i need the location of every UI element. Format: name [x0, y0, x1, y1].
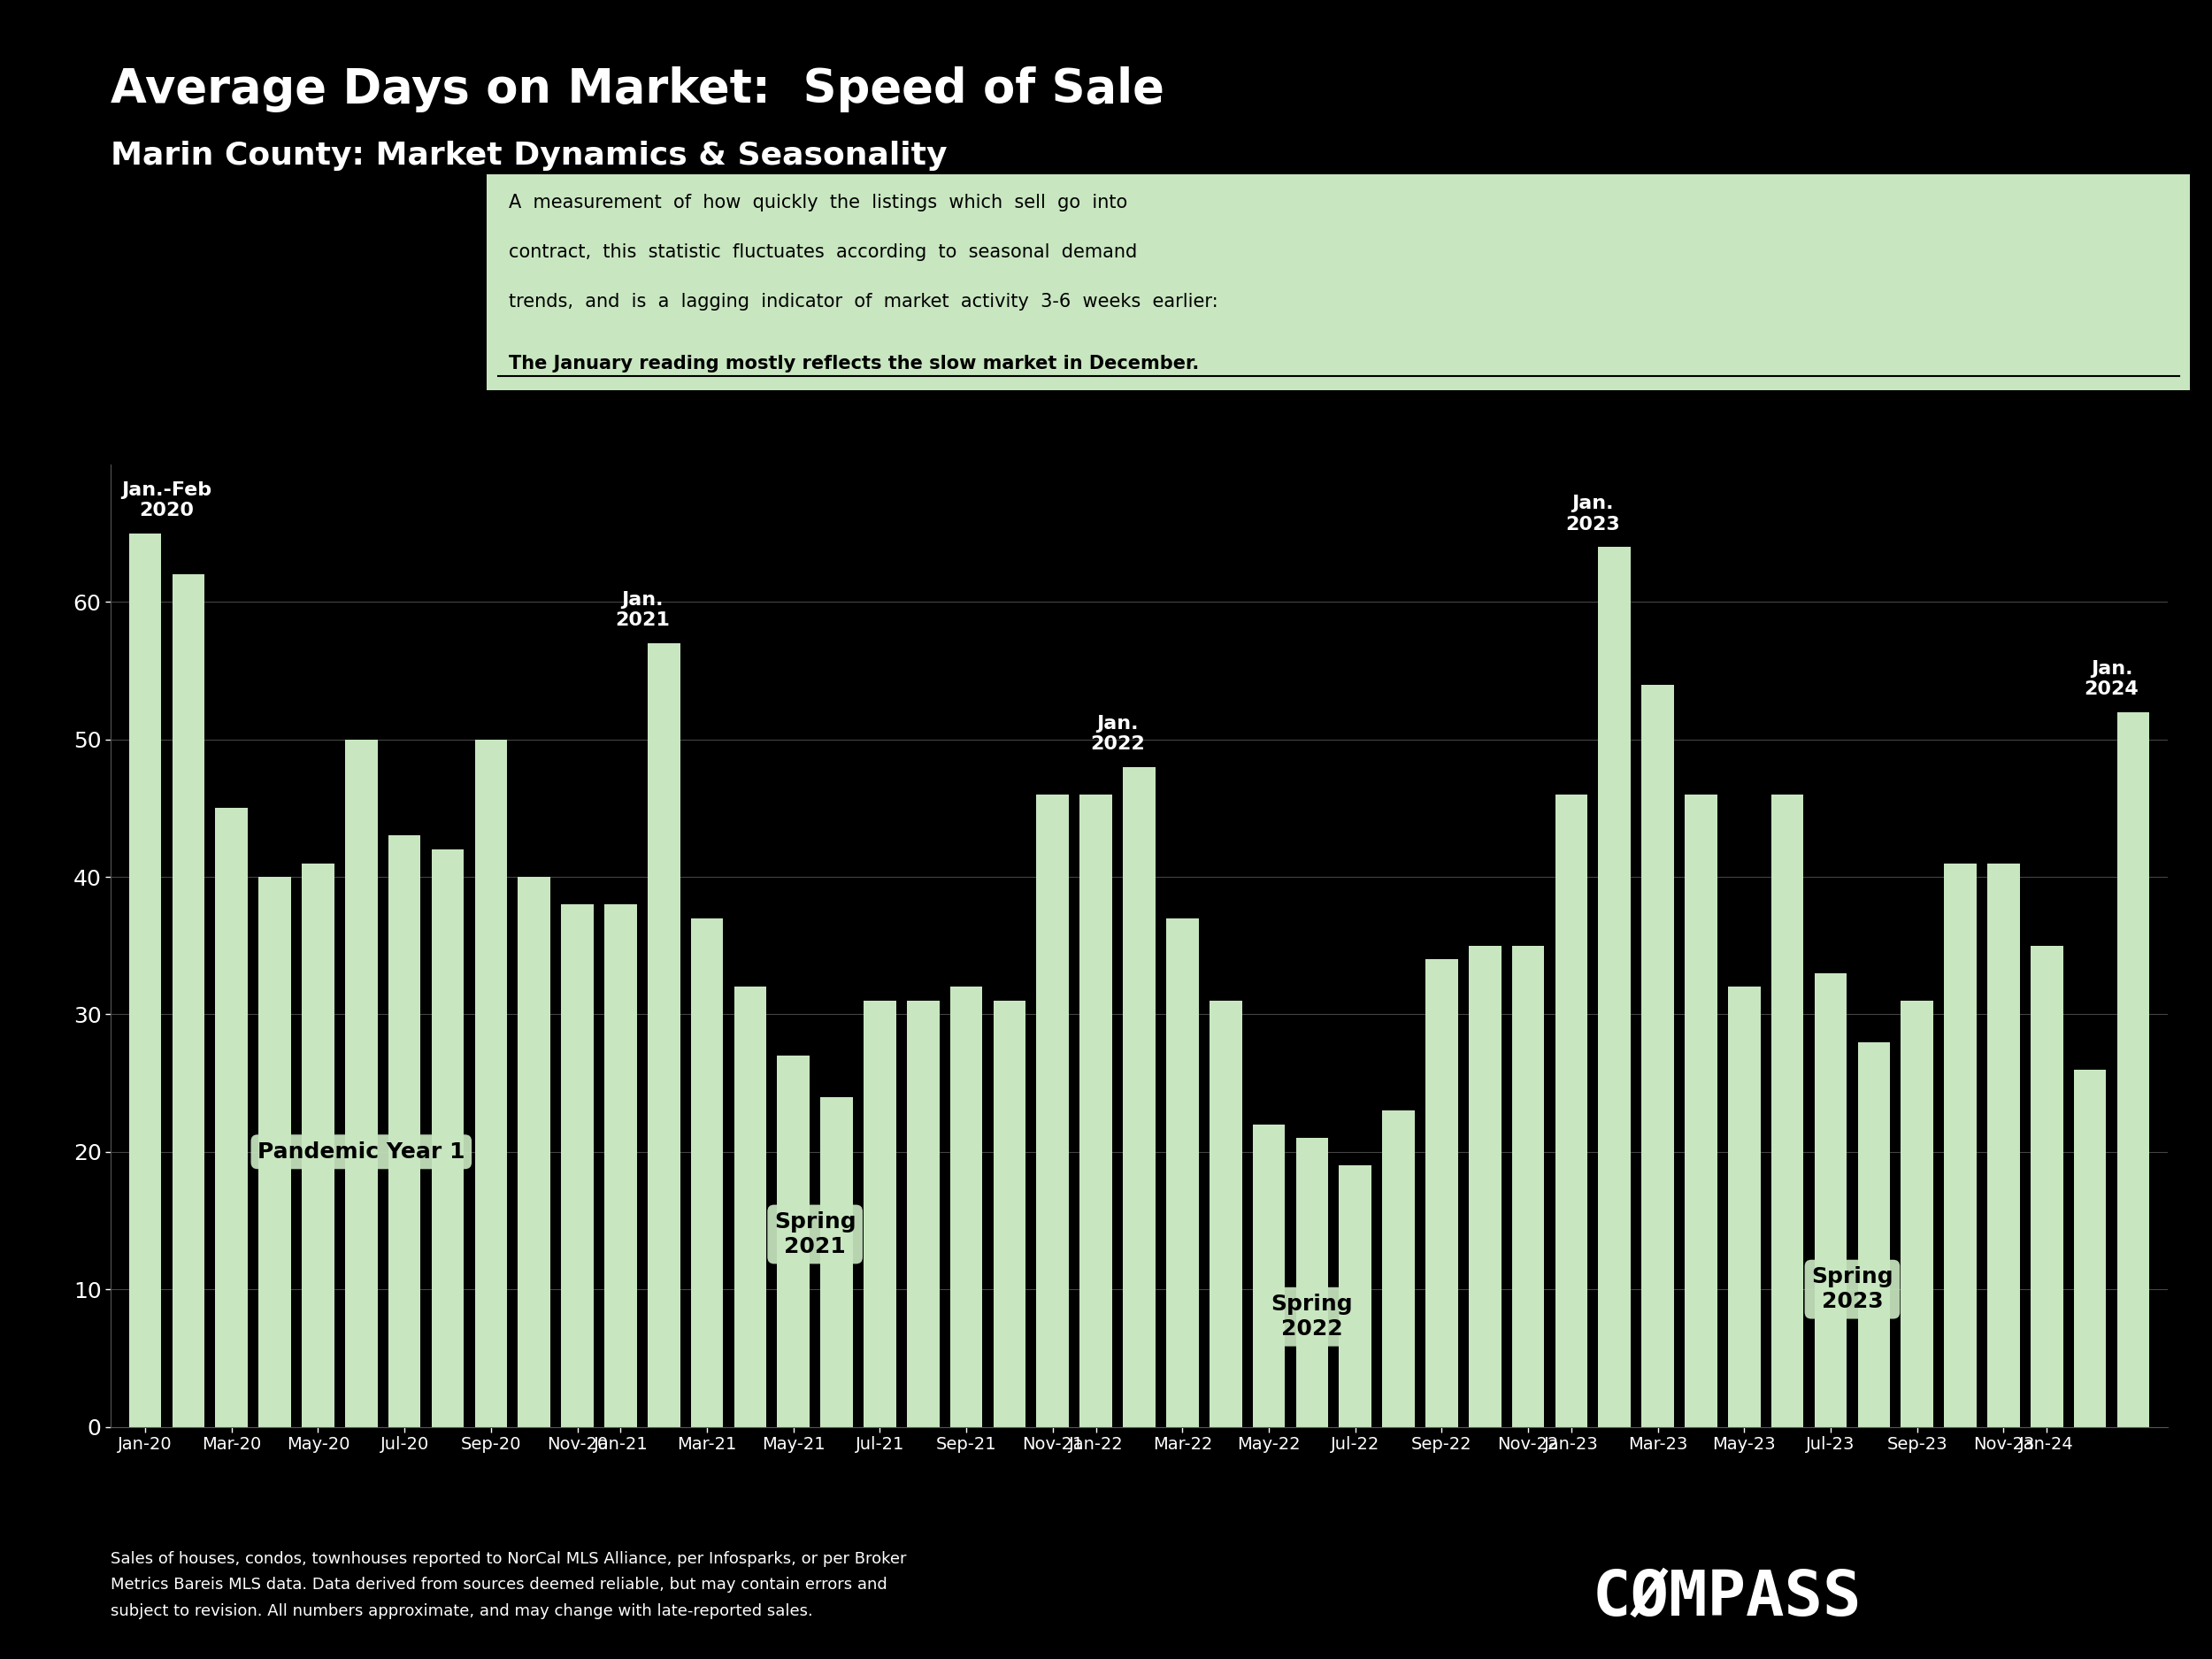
Bar — [2075, 1070, 2106, 1427]
Bar — [1944, 863, 1978, 1427]
Bar — [389, 836, 420, 1427]
Bar — [1513, 946, 1544, 1427]
Text: The January reading mostly reflects the slow market in December.: The January reading mostly reflects the … — [509, 355, 1199, 373]
Bar — [690, 917, 723, 1427]
Bar — [863, 1000, 896, 1427]
Bar — [993, 1000, 1026, 1427]
Bar — [1382, 1110, 1416, 1427]
Text: Spring
2023: Spring 2023 — [1812, 1266, 1893, 1312]
Text: Jan.-Feb
2020: Jan.-Feb 2020 — [122, 481, 212, 519]
Bar — [907, 1000, 940, 1427]
Bar — [345, 740, 378, 1427]
Bar — [1469, 946, 1502, 1427]
Bar — [518, 878, 551, 1427]
Bar — [1986, 863, 2020, 1427]
Bar — [2031, 946, 2064, 1427]
Bar — [215, 808, 248, 1427]
Bar — [1296, 1138, 1327, 1427]
Bar — [1425, 959, 1458, 1427]
Bar — [1555, 795, 1588, 1427]
Text: trends,  and  is  a  lagging  indicator  of  market  activity  3-6  weeks  earli: trends, and is a lagging indicator of ma… — [509, 292, 1219, 310]
Bar — [476, 740, 507, 1427]
Bar — [1814, 974, 1847, 1427]
Text: Jan.
2022: Jan. 2022 — [1091, 715, 1146, 753]
Bar — [128, 533, 161, 1427]
Bar — [1037, 795, 1068, 1427]
Text: Average Days on Market:  Speed of Sale: Average Days on Market: Speed of Sale — [111, 66, 1164, 113]
Bar — [1686, 795, 1717, 1427]
Bar — [301, 863, 334, 1427]
Bar — [604, 904, 637, 1427]
Text: Marin County: Market Dynamics & Seasonality: Marin County: Market Dynamics & Seasonal… — [111, 141, 947, 171]
Bar — [1079, 795, 1113, 1427]
Bar — [821, 1097, 854, 1427]
Bar — [1772, 795, 1803, 1427]
Text: Pandemic Year 1: Pandemic Year 1 — [257, 1141, 465, 1163]
Bar — [173, 574, 204, 1427]
Bar — [648, 644, 679, 1427]
Bar — [1338, 1166, 1371, 1427]
Bar — [1252, 1125, 1285, 1427]
Bar — [1210, 1000, 1241, 1427]
Bar — [776, 1055, 810, 1427]
Text: contract,  this  statistic  fluctuates  according  to  seasonal  demand: contract, this statistic fluctuates acco… — [509, 242, 1137, 260]
Bar — [1900, 1000, 1933, 1427]
Text: Spring
2022: Spring 2022 — [1272, 1294, 1354, 1340]
Bar — [1599, 547, 1630, 1427]
Text: A  measurement  of  how  quickly  the  listings  which  sell  go  into: A measurement of how quickly the listing… — [509, 194, 1128, 211]
Text: CØMPASS: CØMPASS — [1593, 1568, 1863, 1629]
Text: Sales of houses, condos, townhouses reported to NorCal MLS Alliance, per Infospa: Sales of houses, condos, townhouses repo… — [111, 1551, 907, 1619]
Bar — [1858, 1042, 1889, 1427]
Bar — [2117, 712, 2150, 1427]
Text: Jan.
2023: Jan. 2023 — [1566, 494, 1619, 533]
Bar — [562, 904, 593, 1427]
Bar — [431, 849, 465, 1427]
Bar — [1124, 766, 1155, 1427]
Text: Jan.
2024: Jan. 2024 — [2084, 660, 2139, 698]
Bar — [1641, 685, 1674, 1427]
Text: Spring
2021: Spring 2021 — [774, 1211, 856, 1258]
Bar — [1166, 917, 1199, 1427]
Text: Jan.
2021: Jan. 2021 — [615, 591, 670, 629]
Bar — [951, 987, 982, 1427]
Bar — [1728, 987, 1761, 1427]
Bar — [259, 878, 292, 1427]
Bar — [734, 987, 765, 1427]
